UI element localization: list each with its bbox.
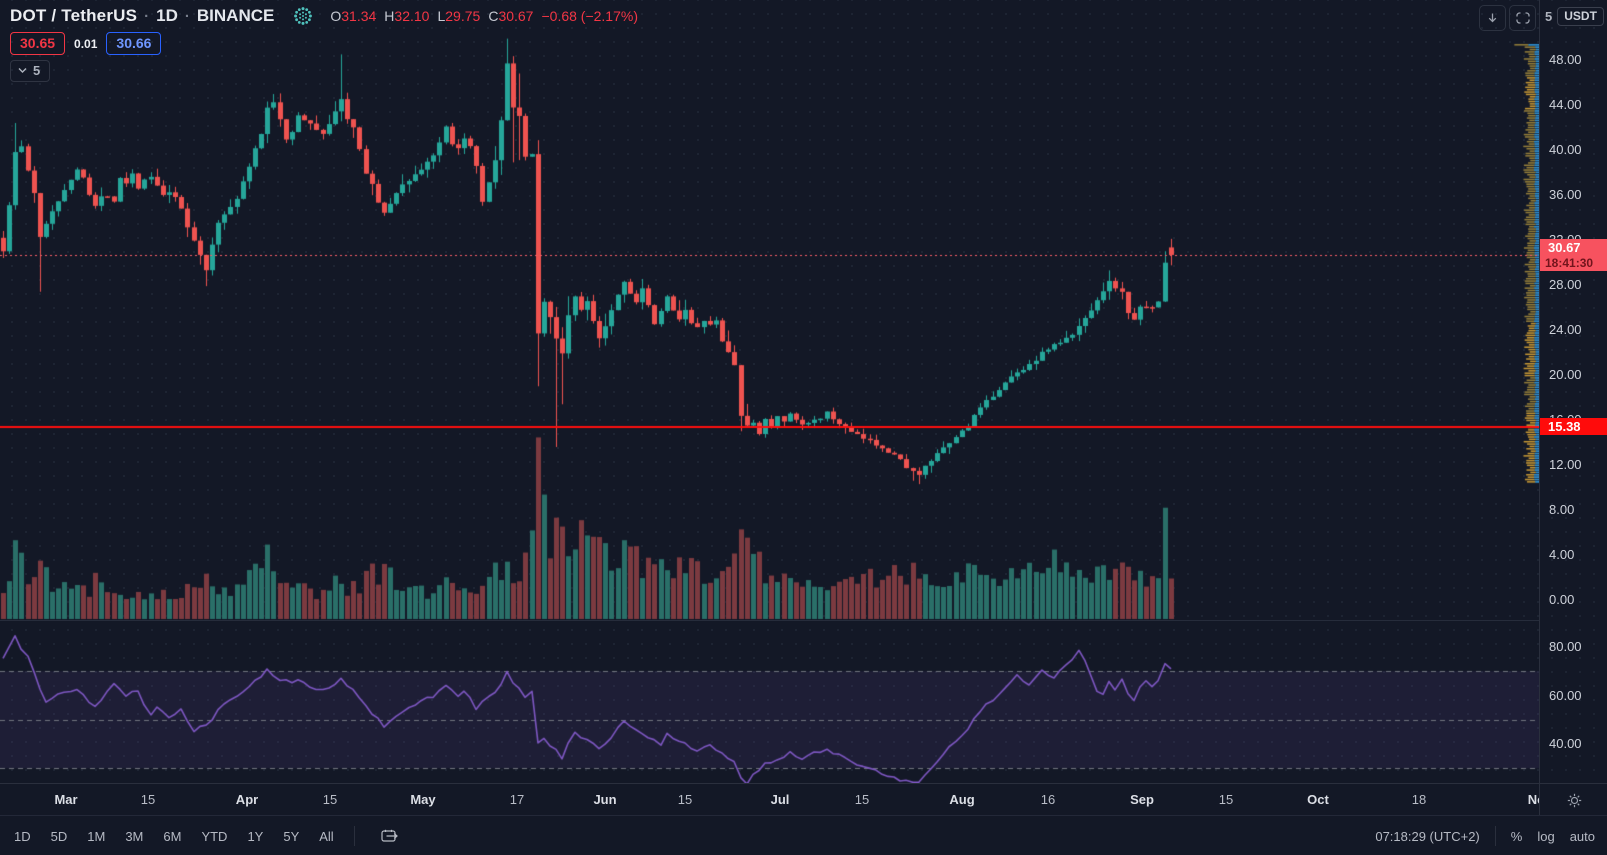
price-tick-label: 40.00 bbox=[1549, 142, 1582, 157]
symbol-title[interactable]: DOT / TetherUS bbox=[10, 6, 138, 25]
price-tick-label: 28.00 bbox=[1549, 277, 1582, 292]
range-button-5d[interactable]: 5D bbox=[50, 828, 68, 844]
toolbar-separator bbox=[353, 826, 355, 846]
ohlc-close-value: 30.67 bbox=[498, 8, 534, 24]
ohlc-low-value: 29.75 bbox=[445, 8, 481, 24]
change-value: −0.68 (−2.17%) bbox=[541, 8, 638, 24]
ohlc-close-label: C bbox=[488, 8, 499, 24]
time-tick-label: 15 bbox=[322, 792, 338, 807]
toolbar-right-controls: 07:18:29 (UTC+2) % log auto bbox=[1375, 826, 1607, 846]
price-tick-label: 4.00 bbox=[1549, 547, 1575, 562]
ohlc-open-label: O bbox=[330, 8, 342, 24]
rsi-tick-label: 80.00 bbox=[1549, 639, 1582, 654]
separator-dot: · bbox=[184, 7, 190, 25]
time-tick-label: Oct bbox=[1307, 792, 1329, 807]
time-tick-label: Aug bbox=[949, 792, 975, 807]
price-tick-label: 8.00 bbox=[1549, 502, 1575, 517]
range-button-3m[interactable]: 3M bbox=[125, 828, 144, 844]
log-scale-button[interactable]: log bbox=[1537, 828, 1555, 844]
bid-price-button[interactable]: 30.65 bbox=[10, 32, 66, 55]
separator-dot: · bbox=[144, 7, 150, 25]
polkadot-logo-icon bbox=[292, 5, 314, 27]
fullscreen-button[interactable] bbox=[1509, 5, 1536, 31]
interval-label[interactable]: 1D bbox=[156, 6, 178, 25]
time-tick-label: 15 bbox=[854, 792, 870, 807]
indicator-count: 5 bbox=[33, 63, 41, 78]
spread-value: 0.01 bbox=[74, 36, 98, 51]
ask-price-button[interactable]: 30.66 bbox=[106, 32, 162, 55]
exchange-label[interactable]: BINANCE bbox=[196, 6, 275, 25]
bid-ask-row: 30.65 0.01 30.66 bbox=[10, 32, 162, 55]
chart-area: DOT / TetherUS · 1D · BINANCE bbox=[0, 0, 1539, 783]
time-tick-label: 17 bbox=[509, 792, 525, 807]
time-tick-label: Sep bbox=[1130, 792, 1154, 807]
pane-separator[interactable] bbox=[0, 620, 1539, 621]
time-tick-label: Jun bbox=[593, 792, 617, 807]
axis-corner bbox=[1539, 783, 1607, 816]
time-tick-label: 18 bbox=[1411, 792, 1427, 807]
current-price-label: 30.67 18:41:30 bbox=[1540, 238, 1607, 271]
price-tick-label: 0.00 bbox=[1549, 592, 1575, 607]
clock[interactable]: 07:18:29 (UTC+2) bbox=[1375, 828, 1480, 844]
symbol-header: DOT / TetherUS · 1D · BINANCE bbox=[10, 5, 638, 27]
ohlc-open-value: 31.34 bbox=[341, 8, 377, 24]
ohlc-readout: O 31.34 H 32.10 L 29.75 C 30.67 −0.68 (−2.17… bbox=[330, 8, 638, 24]
fullscreen-icon bbox=[1515, 12, 1530, 24]
bottom-toolbar: 1D 5D 1M 3M 6M YTD 1Y 5Y All 07:18:29 (UTC+2) % … bbox=[0, 815, 1607, 855]
time-tick-label: 16 bbox=[1040, 792, 1056, 807]
alert-price-label: 15.38 bbox=[1540, 417, 1607, 435]
rsi-tick-label: 40.00 bbox=[1549, 736, 1582, 751]
price-tick-label: 12.00 bbox=[1549, 457, 1582, 472]
time-tick-label: May bbox=[410, 792, 436, 807]
time-axis[interactable]: Mar 15 Apr 15 May 17 Jun 15 Jul 15 Aug 16 Sep 15 Oct 18… bbox=[0, 783, 1539, 816]
toolbar-separator bbox=[1494, 826, 1496, 846]
rsi-pane-canvas[interactable] bbox=[0, 621, 1539, 783]
time-tick-label: Nov bbox=[1527, 792, 1539, 807]
ohlc-high-label: H bbox=[384, 8, 395, 24]
rsi-tick-label: 60.00 bbox=[1549, 687, 1582, 703]
time-tick-label: Mar bbox=[54, 792, 78, 807]
go-to-date-button[interactable] bbox=[381, 829, 398, 843]
price-tick-label: 36.00 bbox=[1549, 187, 1582, 202]
range-button-5y[interactable]: 5Y bbox=[283, 828, 300, 844]
ohlc-low-label: L bbox=[437, 8, 446, 24]
auto-scale-button[interactable]: auto bbox=[1569, 828, 1595, 844]
percent-scale-button[interactable]: % bbox=[1510, 828, 1523, 844]
download-icon bbox=[1488, 13, 1497, 22]
top-right-buttons bbox=[1479, 5, 1536, 31]
price-axis[interactable]: 5 USDT 48.0044.0040.0036.0032.0028.0024.… bbox=[1539, 0, 1607, 783]
range-button-1m[interactable]: 1M bbox=[87, 828, 106, 844]
time-tick-label: Apr bbox=[235, 792, 259, 807]
range-button-6m[interactable]: 6M bbox=[163, 828, 182, 844]
ohlc-high-value: 32.10 bbox=[394, 8, 430, 24]
price-tick-label: 20.00 bbox=[1549, 367, 1582, 382]
time-tick-label: Jul bbox=[770, 792, 790, 807]
price-scale-currency-row: 5 USDT bbox=[1545, 7, 1604, 26]
time-tick-label: 15 bbox=[140, 792, 156, 807]
range-button-all[interactable]: All bbox=[319, 828, 334, 844]
price-tick-label: 24.00 bbox=[1549, 322, 1582, 337]
time-tick-label: 15 bbox=[1218, 792, 1234, 807]
gear-icon[interactable] bbox=[1567, 793, 1582, 808]
main-price-chart-canvas[interactable] bbox=[0, 0, 1539, 621]
date-range-switcher: 1D 5D 1M 3M 6M YTD 1Y 5Y All bbox=[0, 826, 398, 846]
range-button-ytd[interactable]: YTD bbox=[201, 828, 228, 844]
range-button-1y[interactable]: 1Y bbox=[247, 828, 264, 844]
go-to-date-icon bbox=[381, 829, 398, 842]
download-button[interactable] bbox=[1479, 5, 1506, 31]
indicator-row: 5 bbox=[10, 60, 51, 82]
price-tick-label: 44.00 bbox=[1549, 97, 1582, 112]
currency-toggle-button[interactable]: USDT bbox=[1557, 7, 1604, 26]
indicators-collapse-button[interactable]: 5 bbox=[10, 60, 51, 82]
price-tick-label: 48.00 bbox=[1549, 52, 1582, 67]
range-button-1d[interactable]: 1D bbox=[14, 828, 31, 844]
bar-countdown: 18:41:30 bbox=[1545, 255, 1594, 270]
chevron-down-icon bbox=[18, 68, 27, 73]
time-tick-label: 15 bbox=[677, 792, 693, 807]
current-price-value: 30.67 bbox=[1548, 239, 1581, 255]
currency-count: 5 bbox=[1545, 9, 1553, 24]
